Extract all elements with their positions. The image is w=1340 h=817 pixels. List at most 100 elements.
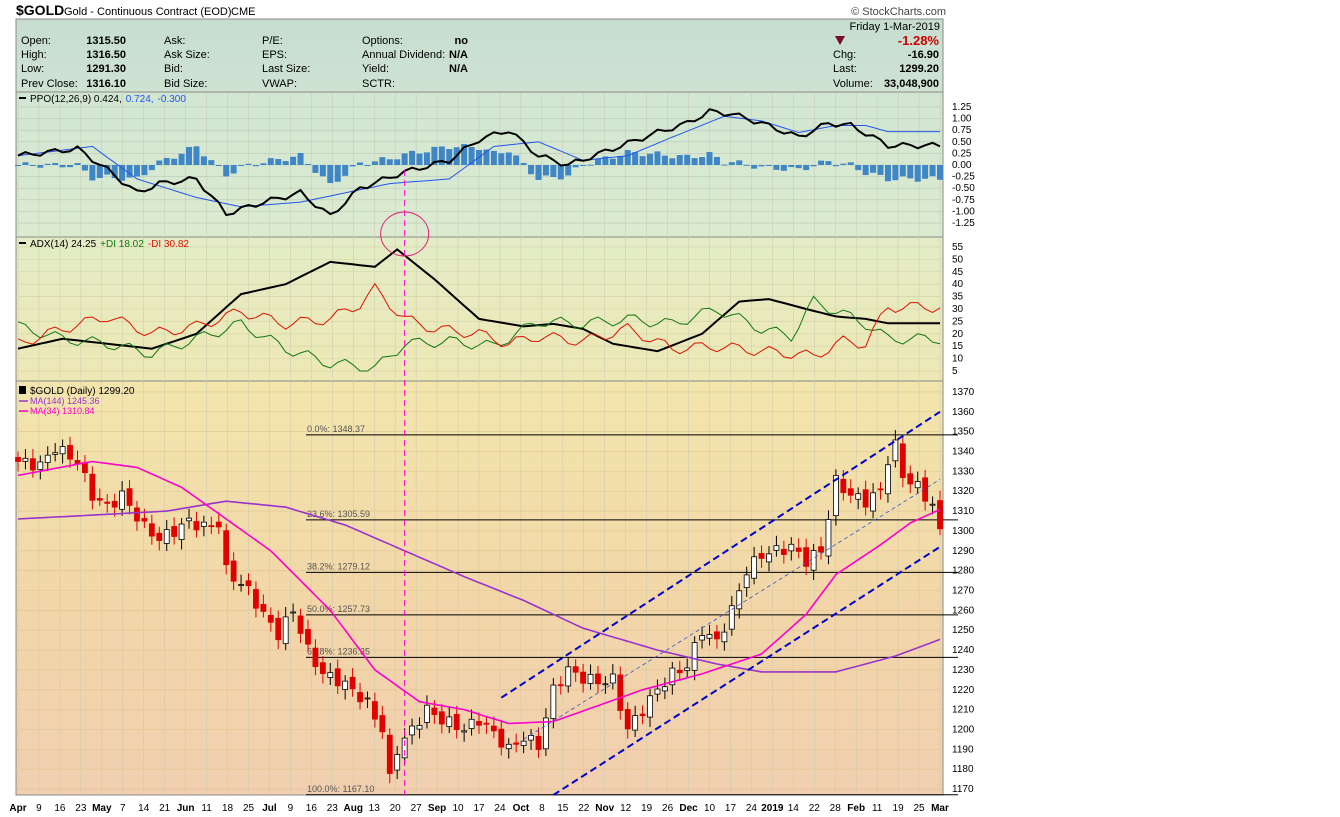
ppo-tick-label: -1.25: [952, 218, 975, 229]
x-tick-label: 14: [788, 803, 800, 814]
ppo-histogram-bar: [379, 157, 386, 165]
candle-body: [409, 725, 415, 736]
low-value: 1291.30: [86, 63, 126, 75]
ppo-histogram-bar: [803, 165, 810, 171]
ppo-tick-label: 1.25: [952, 102, 972, 113]
candle-body: [676, 669, 683, 674]
ppo-histogram-bar: [914, 165, 921, 182]
ppo-hist-legend: -0.300: [158, 94, 187, 105]
ppo-histogram-bar: [386, 159, 393, 165]
candle-body: [743, 574, 750, 588]
price-tick-label: 1310: [952, 506, 975, 517]
down-triangle-icon: [835, 36, 845, 45]
ask-label: Ask:: [164, 35, 185, 47]
ppo-histogram-bar: [721, 164, 728, 166]
x-tick-label: 16: [54, 803, 66, 814]
candle-body: [855, 493, 862, 500]
candle-body: [728, 605, 735, 630]
candle-body: [513, 742, 520, 745]
ppo-tick-label: 1.00: [952, 114, 972, 125]
adx-tick-label: 35: [952, 292, 964, 303]
ppo-histogram-bar: [282, 161, 289, 165]
adx-tick-label: 55: [952, 242, 964, 253]
candle-body: [550, 684, 557, 719]
x-tick-label: 17: [725, 803, 737, 814]
ppo-tick-label: -0.75: [952, 195, 975, 206]
sctr-label: SCTR:: [362, 78, 395, 90]
ppo-histogram-bar: [357, 162, 364, 165]
ppo-histogram-bar: [713, 157, 720, 165]
ppo-histogram-bar: [758, 165, 765, 167]
candle-body: [37, 461, 44, 470]
candle-body: [446, 716, 453, 728]
candle-body: [929, 503, 936, 506]
ppo-histogram-bar: [617, 155, 624, 165]
candle-body: [394, 754, 401, 771]
candle-body: [818, 546, 824, 553]
price-tick-label: 1220: [952, 685, 975, 696]
candle-body: [156, 532, 163, 541]
ppo-histogram-bar: [899, 165, 906, 177]
x-tick-label: 15: [557, 803, 569, 814]
candle-body: [557, 684, 564, 687]
price-tick-label: 1370: [952, 387, 975, 398]
x-tick-label: Jul: [262, 803, 277, 814]
ppo-histogram-bar: [572, 165, 579, 168]
candle-body: [111, 500, 118, 508]
candle-body: [59, 446, 66, 455]
ppo-histogram-bar: [542, 165, 549, 176]
x-tick-label: 24: [494, 803, 506, 814]
candle-body: [334, 668, 341, 687]
candle-body: [431, 707, 438, 715]
candle-body: [342, 680, 349, 691]
candle-body: [297, 615, 304, 634]
ppo-histogram-bar: [275, 159, 282, 165]
ppo-signal-legend: 0.724,: [126, 94, 154, 105]
open-value: 1315.50: [86, 35, 126, 47]
ppo-line: [17, 108, 941, 217]
candle-body: [305, 629, 311, 645]
ppo-histogram-bar: [304, 163, 311, 165]
ppo-histogram-bar: [178, 153, 185, 165]
ppo-histogram-bar: [312, 165, 319, 173]
ppo-histogram-bar: [15, 165, 21, 166]
adx-tick-label: 30: [952, 304, 964, 315]
ppo-histogram-bar: [743, 164, 750, 166]
candle-body: [461, 730, 468, 733]
ppo-histogram-bar: [684, 154, 691, 165]
x-tick-label: Mar: [931, 803, 949, 814]
ppo-histogram-bar: [171, 158, 178, 165]
candle-body: [126, 488, 133, 506]
candle-body: [520, 740, 527, 746]
ppo-histogram-bar: [654, 151, 661, 165]
candle-body: [267, 614, 274, 623]
options-label: Options:: [362, 35, 403, 47]
candle-body: [260, 603, 267, 612]
last-value: 1299.20: [899, 63, 939, 75]
candle-body: [282, 616, 289, 645]
price-tick-label: 1360: [952, 407, 975, 418]
candle-body: [483, 722, 490, 725]
ppo-histogram-bar: [96, 165, 103, 178]
adx-line: [17, 248, 940, 353]
candle-body: [141, 518, 148, 522]
x-tick-label: 11: [201, 803, 212, 814]
ppo-tick-label: -1.00: [952, 206, 975, 217]
yield-label: Yield:: [362, 63, 389, 75]
candle-body: [453, 714, 460, 730]
adx-tick-label: 10: [952, 354, 964, 365]
ma34-line: [17, 460, 941, 725]
ppo-histogram-bar: [580, 165, 587, 166]
ppo-histogram-bar: [230, 165, 237, 174]
candle-body: [364, 697, 371, 700]
x-tick-label: 13: [369, 803, 381, 814]
candle-body: [290, 611, 297, 614]
x-tick-label: 20: [390, 803, 402, 814]
ppo-histogram-bar: [371, 161, 378, 165]
price-legend: $GOLD (Daily) 1299.20: [30, 386, 135, 397]
ppo-signal-line: [17, 115, 940, 208]
ppo-histogram-bar: [483, 149, 490, 165]
prev-close-label: Prev Close:: [21, 78, 78, 90]
ppo-histogram-bar: [431, 146, 438, 165]
ppo-histogram-bar: [602, 156, 609, 165]
